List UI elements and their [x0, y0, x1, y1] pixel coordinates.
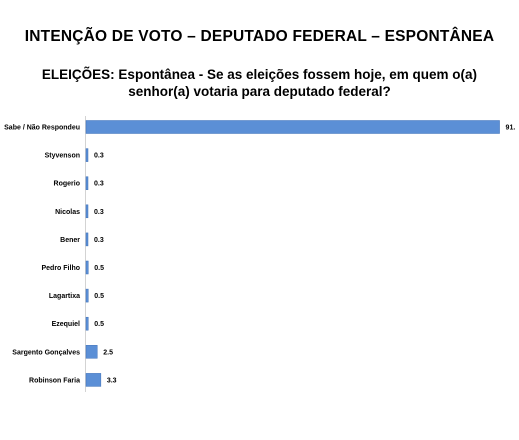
- category-label-styvenson: Styvenson: [45, 153, 80, 160]
- value-label-sabe-nao-respondeu: 91.: [506, 125, 516, 132]
- value-label-lagartixa: 0.5: [94, 293, 104, 300]
- bar-lagartixa: [85, 288, 89, 303]
- category-label-robinson-faria: Robinson Faria: [29, 377, 80, 384]
- page-title: INTENÇÃO DE VOTO – DEPUTADO FEDERAL – ES…: [24, 28, 495, 45]
- bar-ezequiel: [85, 316, 89, 331]
- category-label-pedro-filho: Pedro Filho: [42, 265, 81, 272]
- bar-bener: [85, 232, 89, 247]
- category-label-nicolas: Nicolas: [55, 209, 80, 216]
- bar-nicolas: [85, 204, 89, 219]
- value-label-pedro-filho: 0.5: [94, 265, 104, 272]
- value-label-sargento-goncalves: 2.5: [103, 349, 113, 356]
- category-label-ezequiel: Ezequiel: [52, 321, 80, 328]
- bar-sargento-goncalves: [85, 345, 98, 359]
- category-label-sabe-nao-respondeu: Sabe / Não Respondeu: [4, 125, 80, 132]
- chart-subtitle: ELEIÇÕES: Espontânea - Se as eleições fo…: [0, 66, 519, 100]
- subtitle-line-1: ELEIÇÕES: Espontânea - Se as eleições fo…: [41, 67, 478, 82]
- value-label-rogerio: 0.3: [94, 181, 104, 188]
- value-label-ezequiel: 0.5: [94, 321, 104, 328]
- value-label-bener: 0.3: [94, 237, 104, 244]
- category-label-rogerio: Rogerio: [54, 181, 80, 188]
- bar-rogerio: [85, 176, 89, 190]
- subtitle-line-2: senhor(a) votaria para deputado federal?: [128, 84, 391, 99]
- value-label-nicolas: 0.3: [94, 209, 104, 216]
- bars-layer: Sabe / Não Respondeu 91. Styvenson 0.3 Roger…: [4, 120, 516, 387]
- bar-robinson-faria: [85, 373, 102, 387]
- category-label-sargento-goncalves: Sargento Gonçalves: [12, 349, 80, 356]
- bar-sabe-nao-respondeu: [85, 120, 500, 134]
- category-label-bener: Bener: [60, 237, 80, 244]
- value-label-robinson-faria: 3.3: [107, 377, 117, 384]
- category-label-lagartixa: Lagartixa: [49, 293, 80, 300]
- bar-pedro-filho: [85, 260, 89, 275]
- bar-styvenson: [85, 148, 89, 162]
- value-label-styvenson: 0.3: [94, 153, 104, 160]
